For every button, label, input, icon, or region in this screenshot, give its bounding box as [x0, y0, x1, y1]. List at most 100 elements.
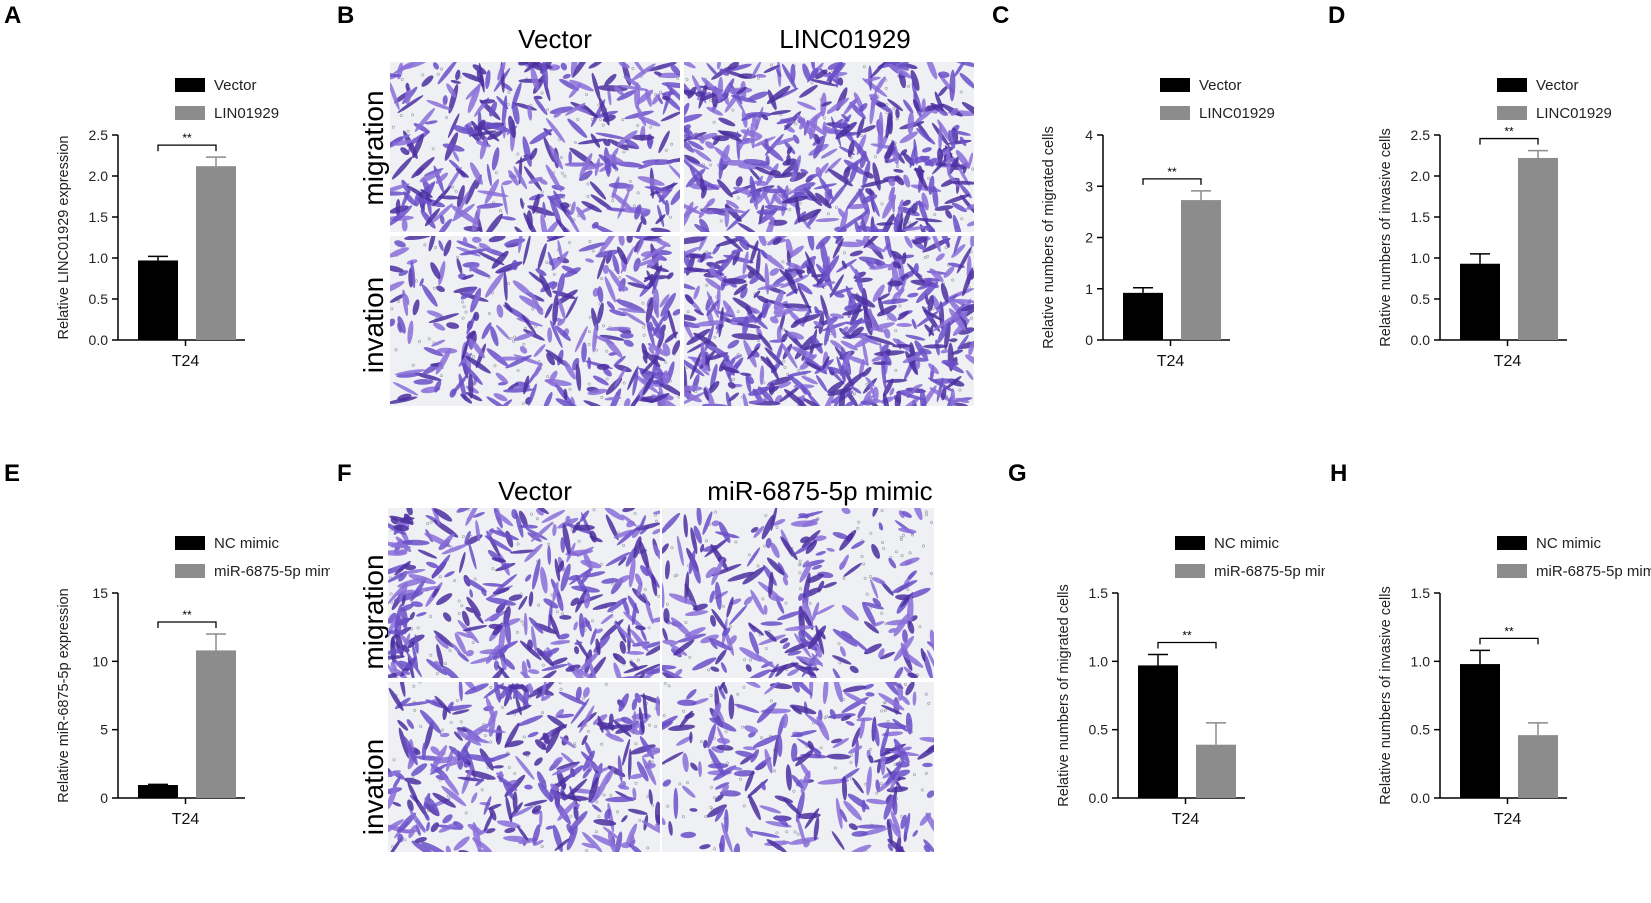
stained-cell — [547, 327, 553, 343]
stained-cell — [753, 525, 765, 538]
stained-cell — [641, 820, 660, 834]
stained-cell — [701, 77, 724, 100]
stained-cell — [535, 268, 547, 276]
stained-cell — [940, 103, 963, 117]
stained-cell — [950, 107, 959, 116]
stained-cell — [718, 158, 724, 180]
stained-cell — [395, 199, 401, 216]
membrane-pore — [460, 604, 464, 608]
stained-cell — [841, 604, 859, 621]
stained-cell — [604, 396, 622, 401]
stained-cell — [662, 668, 686, 678]
stained-cell — [533, 839, 544, 846]
stained-cell — [927, 649, 934, 670]
stained-cell — [721, 822, 733, 852]
stained-cell — [432, 554, 451, 579]
stained-cell — [753, 290, 761, 298]
stained-cell — [861, 216, 868, 232]
membrane-pore — [435, 672, 439, 676]
stained-cell — [561, 265, 578, 274]
stained-cell — [553, 756, 563, 766]
stained-cell — [802, 610, 814, 631]
stained-cell — [436, 593, 453, 606]
stained-cell — [557, 713, 575, 719]
stained-cell — [809, 78, 838, 87]
stained-cell — [528, 683, 534, 695]
stained-cell — [509, 802, 523, 820]
stained-cell — [849, 635, 870, 653]
stained-cell — [547, 251, 555, 270]
stained-cell — [720, 207, 747, 213]
stained-cell — [545, 118, 566, 143]
stained-cell — [919, 348, 932, 355]
membrane-pore — [406, 129, 410, 133]
legend-swatch — [1497, 106, 1527, 120]
y-tick-label: 0 — [1085, 332, 1093, 348]
stained-cell — [831, 236, 842, 241]
stained-cell — [458, 849, 470, 852]
stained-cell — [625, 650, 645, 655]
stained-cell — [413, 379, 434, 385]
membrane-pore — [453, 579, 457, 583]
stained-cell — [717, 179, 733, 198]
stained-cell — [558, 691, 587, 706]
stained-cell — [665, 84, 680, 106]
stained-cell — [592, 287, 600, 297]
stained-cell — [786, 146, 792, 155]
stained-cell — [616, 89, 637, 101]
stained-cell — [821, 255, 840, 282]
stained-cell — [525, 528, 548, 541]
stained-cell — [807, 740, 814, 751]
stained-cell — [574, 524, 595, 531]
stained-cell — [630, 629, 649, 652]
stained-cell — [549, 193, 566, 200]
stained-cell — [682, 752, 689, 773]
stained-cell — [466, 313, 476, 335]
stained-cell — [411, 840, 435, 852]
stained-cell — [842, 685, 867, 693]
stained-cell — [643, 273, 654, 283]
membrane-pore — [736, 309, 740, 313]
stained-cell — [401, 644, 410, 653]
stained-cell — [528, 591, 534, 607]
stained-cell — [428, 313, 460, 324]
stained-cell — [528, 176, 543, 184]
stained-cell — [752, 116, 759, 130]
stained-cell — [665, 199, 670, 216]
stained-cell — [885, 794, 893, 805]
stained-cell — [499, 399, 513, 406]
stained-cell — [495, 372, 509, 384]
membrane-pore — [880, 202, 884, 206]
stained-cell — [538, 670, 557, 678]
stained-cell — [821, 390, 836, 406]
membrane-pore — [798, 201, 802, 205]
membrane-pore — [605, 377, 609, 381]
membrane-pore — [894, 550, 898, 554]
stained-cell — [684, 125, 693, 140]
stained-cell — [410, 261, 416, 289]
stained-cell — [863, 236, 882, 249]
membrane-pore — [880, 611, 884, 615]
legend-label: Vector — [1536, 77, 1579, 94]
stained-cell — [390, 191, 406, 196]
stained-cell — [881, 343, 889, 352]
stained-cell — [504, 302, 513, 313]
stained-cell — [806, 173, 818, 180]
stained-cell — [772, 136, 798, 146]
stained-cell — [877, 722, 908, 730]
stained-cell — [556, 770, 566, 790]
stained-cell — [437, 218, 452, 232]
stained-cell — [620, 514, 637, 527]
membrane-pore — [924, 771, 928, 775]
membrane-pore — [480, 788, 484, 792]
membrane-pore — [670, 142, 674, 146]
stained-cell — [612, 719, 632, 737]
stained-cell — [797, 208, 822, 223]
stained-cell — [452, 709, 470, 715]
stained-cell — [903, 174, 911, 188]
stained-cell — [796, 816, 806, 846]
stained-cell — [646, 62, 677, 72]
membrane-pore — [930, 520, 934, 524]
stained-cell — [399, 517, 415, 521]
stained-cell — [426, 99, 452, 111]
